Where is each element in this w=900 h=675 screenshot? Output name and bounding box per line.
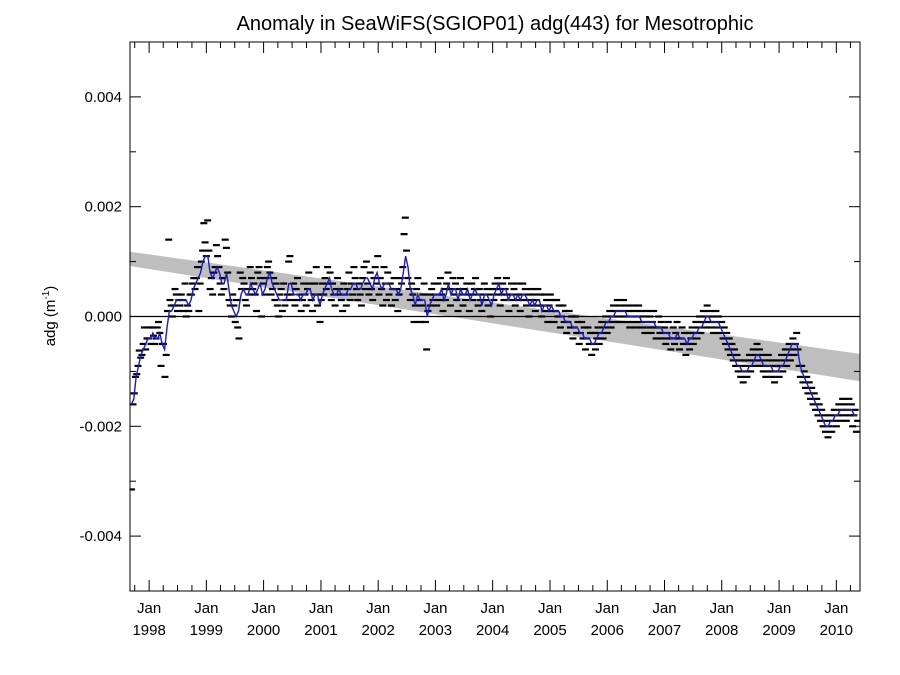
y-tick-label: 0.000	[84, 309, 122, 326]
x-tick-month-label: Jan	[652, 600, 676, 617]
y-axis-label-sup: -1	[41, 290, 52, 299]
x-tick-month-label: Jan	[538, 600, 562, 617]
x-tick-year-label: 2010	[820, 622, 853, 639]
y-tick-label: -0.002	[79, 418, 122, 435]
y-tick-labels: 0.004 0.002 0.000 -0.002 -0.004	[79, 89, 122, 545]
y-tick-label: 0.004	[84, 89, 122, 106]
x-tick-month-label: Jan	[824, 600, 848, 617]
axes	[129, 41, 861, 592]
y-tick-label: -0.004	[79, 528, 122, 545]
y-axis-label: adg (m-1)	[41, 286, 59, 347]
chart-title: Anomaly in SeaWiFS(SGIOP01) adg(443) for…	[237, 13, 754, 35]
x-tick-month-label: Jan	[309, 600, 333, 617]
series-line-layer	[130, 255, 857, 427]
plot-area	[130, 216, 860, 491]
x-tick-month-label: Jan	[194, 600, 218, 617]
x-tick-year-label: 2008	[705, 622, 738, 639]
x-tick-year-label: 2009	[762, 622, 795, 639]
y-axis-label-suffix: )	[42, 286, 59, 291]
x-tick-year-label: 2003	[419, 622, 452, 639]
series-line	[130, 255, 857, 427]
x-tick-year-label: 2000	[247, 622, 280, 639]
x-tick-year-label: 1999	[190, 622, 223, 639]
x-tick-month-label: Jan	[710, 600, 734, 617]
y-tick-label: 0.002	[84, 199, 122, 216]
x-tick-year-label: 2005	[533, 622, 566, 639]
x-tick-year-label: 2007	[648, 622, 681, 639]
x-tick-month-label: Jan	[366, 600, 390, 617]
x-tick-year-label: 2004	[476, 622, 509, 639]
x-tick-month-label: Jan	[137, 600, 161, 617]
x-tick-year-label: 2006	[591, 622, 624, 639]
points-layer	[130, 216, 860, 491]
y-axis-label-main: adg (m	[42, 300, 59, 347]
x-tick-year-label: 2002	[362, 622, 395, 639]
x-tick-month-label: Jan	[595, 600, 619, 617]
x-tick-month-label: Jan	[423, 600, 447, 617]
x-tick-year-label: 2001	[304, 622, 337, 639]
x-tick-labels: Jan 1998 Jan 1999 Jan 2000 Jan 2001 Jan 2002 Jan 20…	[132, 600, 853, 639]
x-tick-month-label: Jan	[767, 600, 791, 617]
x-tick-month-label: Jan	[481, 600, 505, 617]
x-tick-year-label: 1998	[132, 622, 165, 639]
x-tick-month-label: Jan	[251, 600, 275, 617]
